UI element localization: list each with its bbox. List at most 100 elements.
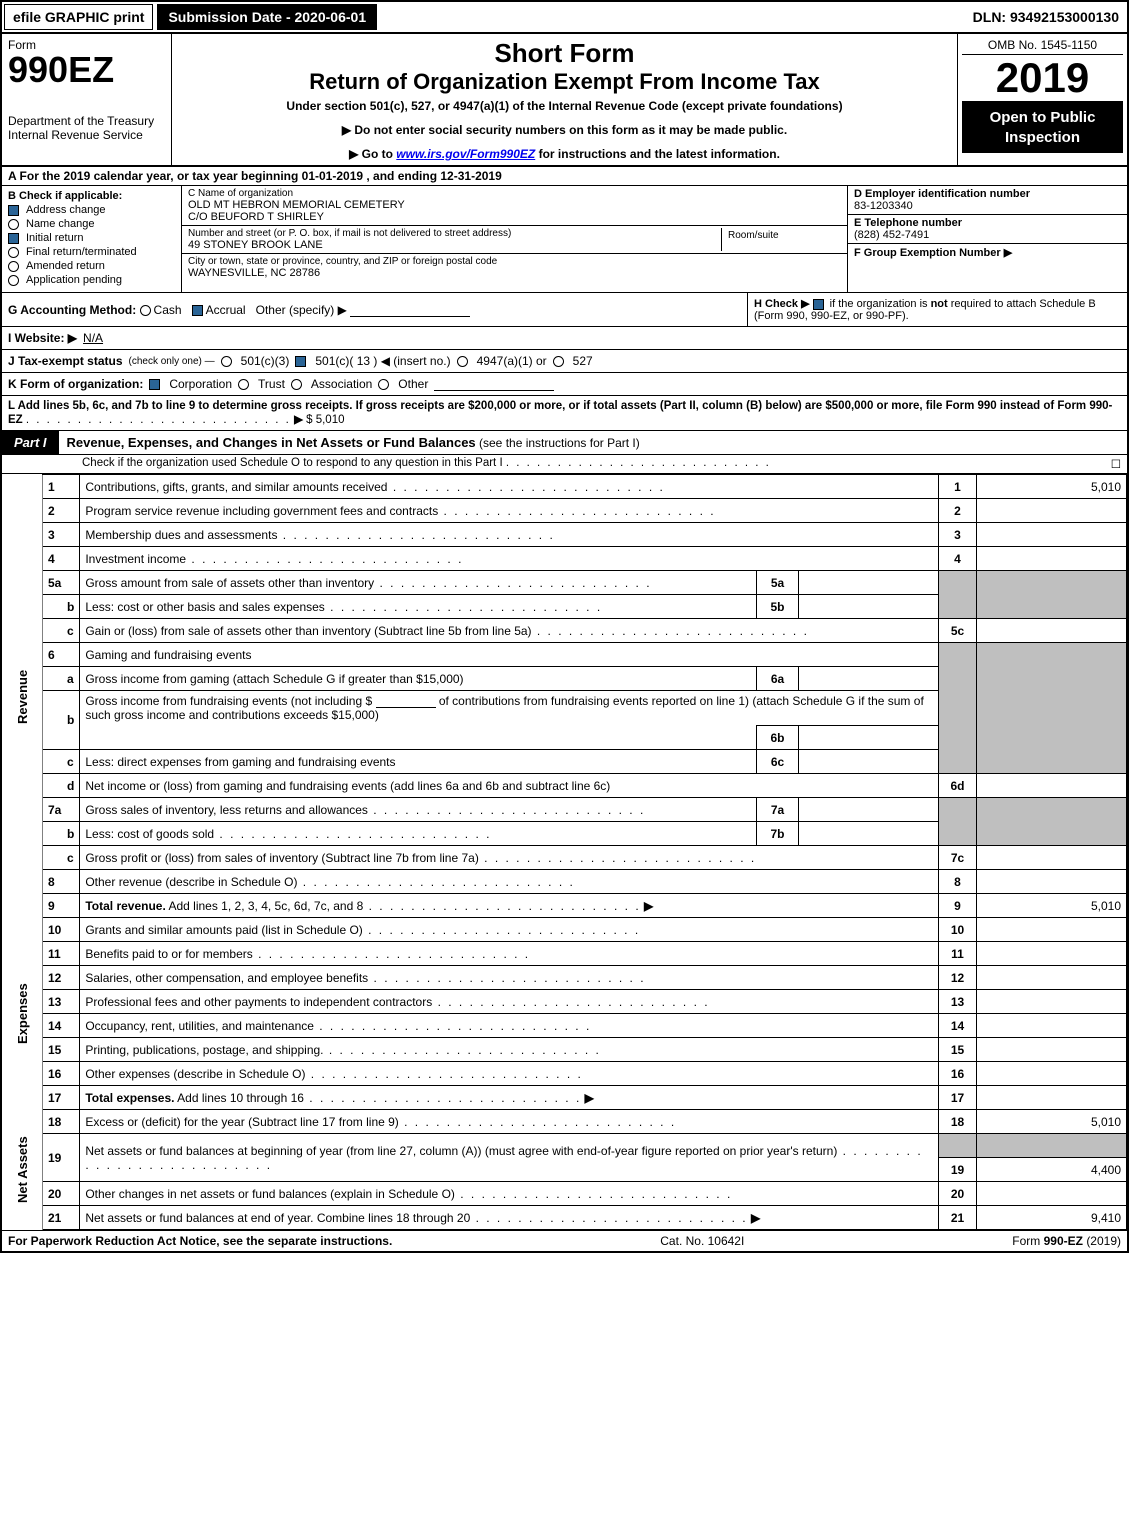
table-row: 21 Net assets or fund balances at end of…	[2, 1206, 1127, 1230]
irs-label: Internal Revenue Service	[8, 128, 165, 142]
line-amount	[977, 942, 1127, 966]
table-row: 4 Investment income 4	[2, 547, 1127, 571]
checkbox-amended-return[interactable]	[8, 261, 19, 272]
street-value: 49 STONEY BROOK LANE	[188, 239, 721, 251]
line-desc: Add lines 1, 2, 3, 4, 5c, 6d, 7c, and 8	[166, 899, 363, 913]
line-ref: 19	[939, 1158, 977, 1182]
line-desc: Professional fees and other payments to …	[85, 995, 432, 1009]
line-num: 2	[43, 499, 80, 523]
line-ref: 14	[939, 1014, 977, 1038]
radio-4947[interactable]	[457, 356, 468, 367]
checkbox-final-return[interactable]	[8, 247, 19, 258]
line-desc: Other expenses (describe in Schedule O)	[85, 1067, 305, 1081]
6b-amount-field[interactable]	[376, 694, 436, 708]
line-desc: Grants and similar amounts paid (list in…	[85, 923, 362, 937]
part1-sub-text: Check if the organization used Schedule …	[82, 457, 503, 469]
label-527: 527	[573, 354, 593, 368]
table-row: 3 Membership dues and assessments 3	[2, 523, 1127, 547]
line-desc: Benefits paid to or for members	[85, 947, 252, 961]
checkbox-h[interactable]	[813, 299, 824, 310]
radio-accrual[interactable]	[192, 305, 203, 316]
radio-cash[interactable]	[140, 305, 151, 316]
line-amount: 5,010	[977, 1110, 1127, 1134]
line-ref: 16	[939, 1062, 977, 1086]
g-label: G Accounting Method:	[8, 303, 136, 317]
other-specify-field[interactable]	[350, 303, 470, 317]
efile-print-button[interactable]: efile GRAPHIC print	[4, 4, 153, 30]
line-desc: Add lines 10 through 16	[175, 1091, 304, 1105]
shaded-cell	[939, 643, 977, 774]
shaded-cell	[977, 1134, 1127, 1158]
table-row: 6 Gaming and fundraising events	[2, 643, 1127, 667]
shaded-cell	[977, 798, 1127, 846]
label-501c: 501(c)( 13 ) ◀ (insert no.)	[315, 354, 450, 368]
checkbox-assoc[interactable]	[291, 379, 302, 390]
l-arrow: ▶	[294, 414, 303, 426]
line-desc: Net assets or fund balances at end of ye…	[85, 1211, 470, 1225]
label-assoc: Association	[311, 377, 372, 391]
checkbox-corp[interactable]	[149, 379, 160, 390]
co-line: C/O BEUFORD T SHIRLEY	[188, 211, 841, 223]
line-amount: 5,010	[977, 475, 1127, 499]
h-suffix3: (Form 990, 990-EZ, or 990-PF).	[754, 310, 909, 322]
line-amount	[977, 918, 1127, 942]
line-desc: Less: cost or other basis and sales expe…	[85, 600, 324, 614]
info-grid: B Check if applicable: Address change Na…	[0, 186, 1129, 293]
line-num: 6	[43, 643, 80, 667]
checkbox-name-change[interactable]	[8, 219, 19, 230]
line-desc-bold: Total expenses.	[85, 1091, 174, 1105]
revenue-table-wrap: Revenue 1 Contributions, gifts, grants, …	[0, 474, 1129, 1231]
label-final-return: Final return/terminated	[26, 246, 137, 258]
sub-ref: 6c	[757, 750, 799, 774]
line-num: 15	[43, 1038, 80, 1062]
top-bar: efile GRAPHIC print Submission Date - 20…	[0, 0, 1129, 34]
line-num: 12	[43, 966, 80, 990]
line-num: c	[43, 846, 80, 870]
checkbox-other-org[interactable]	[378, 379, 389, 390]
part1-tab: Part I	[2, 431, 59, 454]
short-form-title: Short Form	[176, 38, 953, 69]
footer-left: For Paperwork Reduction Act Notice, see …	[8, 1234, 392, 1248]
h-prefix: H Check ▶	[754, 298, 810, 310]
ein-label: D Employer identification number	[854, 188, 1121, 200]
footer-right-form: 990-EZ	[1044, 1234, 1083, 1248]
row-j: J Tax-exempt status (check only one) — 5…	[0, 350, 1129, 373]
line-amount	[977, 619, 1127, 643]
line-ref: 8	[939, 870, 977, 894]
shaded-cell	[977, 643, 1127, 774]
table-row: 16 Other expenses (describe in Schedule …	[2, 1062, 1127, 1086]
radio-501c3[interactable]	[221, 356, 232, 367]
line-amount: 9,410	[977, 1206, 1127, 1230]
part1-sub-checkbox[interactable]: ☐	[1111, 457, 1121, 471]
checkbox-trust[interactable]	[238, 379, 249, 390]
checkbox-application-pending[interactable]	[8, 275, 19, 286]
form-header: Form 990EZ Department of the Treasury In…	[0, 34, 1129, 167]
goto-line: ▶ Go to www.irs.gov/Form990EZ for instru…	[176, 147, 953, 161]
h-not: not	[931, 298, 948, 310]
line-num: a	[43, 667, 80, 691]
radio-527[interactable]	[553, 356, 564, 367]
irs-link[interactable]: www.irs.gov/Form990EZ	[396, 147, 535, 161]
line-ref: 2	[939, 499, 977, 523]
label-address-change: Address change	[26, 204, 106, 216]
part1-title-suffix: (see the instructions for Part I)	[479, 436, 640, 450]
other-org-field[interactable]	[434, 377, 554, 391]
h-suffix1: if the organization is	[830, 298, 931, 310]
line-desc: Printing, publications, postage, and shi…	[85, 1043, 323, 1057]
radio-501c[interactable]	[295, 356, 306, 367]
checkbox-address-change[interactable]	[8, 205, 19, 216]
line-num: 18	[43, 1110, 80, 1134]
line-amount	[977, 1062, 1127, 1086]
label-amended-return: Amended return	[26, 260, 105, 272]
j-hint: (check only one) —	[129, 356, 215, 367]
line-desc: Program service revenue including govern…	[85, 504, 438, 518]
line-desc: Less: cost of goods sold	[85, 827, 214, 841]
submission-date-button[interactable]: Submission Date - 2020-06-01	[157, 4, 377, 30]
line-num: c	[43, 619, 80, 643]
line-ref: 5c	[939, 619, 977, 643]
line-desc: Gain or (loss) from sale of assets other…	[85, 624, 531, 638]
checkbox-initial-return[interactable]	[8, 233, 19, 244]
line-num: 13	[43, 990, 80, 1014]
table-row: 17 Total expenses. Add lines 10 through …	[2, 1086, 1127, 1110]
line-ref: 6d	[939, 774, 977, 798]
